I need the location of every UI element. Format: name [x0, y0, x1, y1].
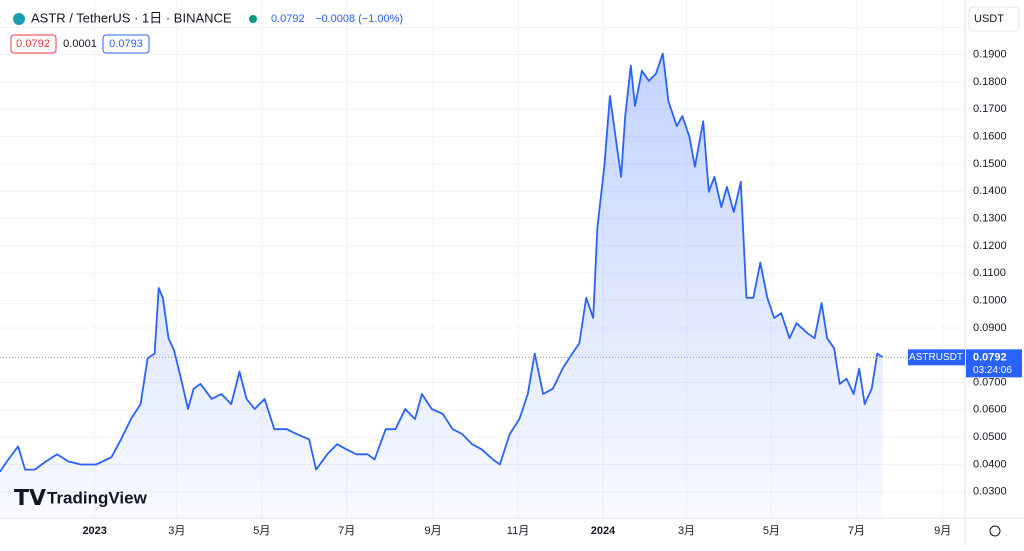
y-tick-label: 0.0300 [973, 486, 1007, 498]
ask-box[interactable] [102, 34, 150, 54]
x-tick-label: 5月 [253, 525, 270, 537]
y-tick-label: 0.1900 [973, 49, 1007, 61]
y-tick-label: 0.1800 [973, 76, 1007, 88]
tv-mark: 𝗧𝗩 [14, 485, 46, 510]
spread: 0.0001 [63, 38, 97, 50]
y-tick-label: 0.1500 [973, 158, 1007, 170]
x-tick-label: 7月 [338, 525, 355, 537]
line [0, 52, 884, 473]
x-tick-label: 7月 [848, 525, 865, 537]
status-dot [249, 15, 257, 23]
price-label: 0.0792 [973, 351, 1007, 363]
y-tick-label: 0.1200 [973, 240, 1007, 252]
area [0, 53, 883, 518]
ask: 0.0793 [109, 38, 143, 50]
y-tick-label: 0.0700 [973, 376, 1007, 388]
currency: USDT [974, 13, 1004, 25]
x-tick-label: 3月 [168, 525, 185, 537]
bid: 0.0792 [16, 38, 50, 50]
change: −0.0008 (−1.00%) [315, 13, 403, 25]
y-tick-label: 0.1000 [973, 294, 1007, 306]
axes: 0.03000.04000.05000.06000.07000.08000.09… [82, 21, 1022, 537]
x-tick-label: 9月 [425, 525, 442, 537]
x-tick-label: 2023 [82, 525, 106, 537]
x-tick-label: 3月 [678, 525, 695, 537]
y-tick-label: 0.0600 [973, 404, 1007, 416]
y-tick-label: 0.0400 [973, 458, 1007, 470]
y-tick-label: 0.1700 [973, 103, 1007, 115]
symbol: ASTR / TetherUS · 1日 · BINANCE [31, 10, 232, 25]
x-tick-label: 9月 [934, 525, 951, 537]
logo: TradingView [47, 488, 148, 507]
y-tick-label: 0.1300 [973, 212, 1007, 224]
price: 0.0792 [271, 13, 305, 25]
series-tag [908, 349, 965, 366]
y-tick-label: 0.0900 [973, 322, 1007, 334]
settings-icon[interactable] [989, 525, 1001, 537]
y-tick-label: 0.1100 [973, 267, 1006, 279]
y-tick-label: 0.1400 [973, 185, 1007, 197]
price-label-box [966, 349, 1022, 378]
x-tick-label: 11月 [507, 525, 529, 537]
countdown: 03:24:06 [973, 365, 1012, 376]
x-tick-label: 2024 [591, 525, 616, 537]
bid-box[interactable] [10, 34, 57, 54]
plot [0, 52, 965, 518]
currency-button[interactable] [968, 6, 1020, 32]
x-tick-label: 5月 [763, 525, 780, 537]
symbol-logo [13, 13, 25, 25]
series-name: ASTRUSDT [909, 352, 963, 363]
y-tick-label: 0.1600 [973, 131, 1007, 143]
y-tick-label: 0.0500 [973, 431, 1007, 443]
